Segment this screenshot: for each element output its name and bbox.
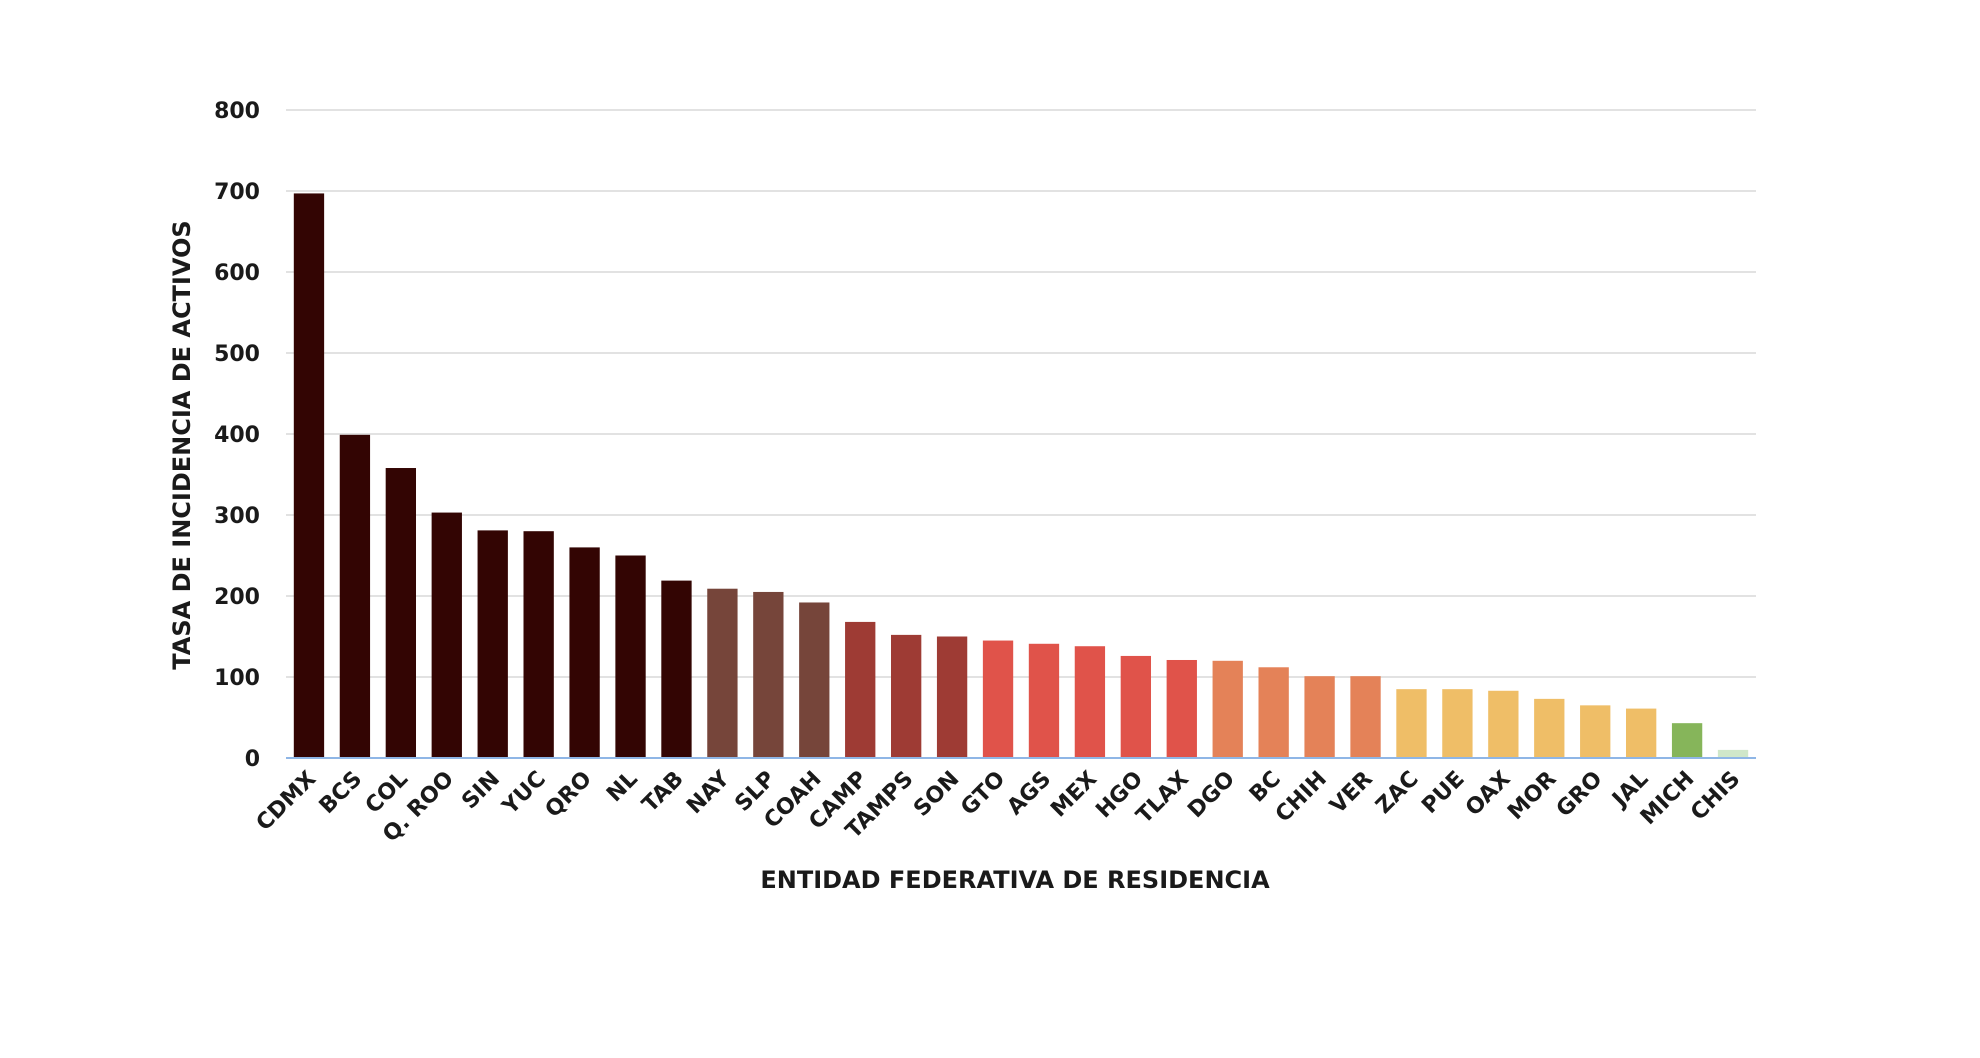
bar-gro xyxy=(1580,705,1611,758)
bar-tamps xyxy=(890,634,922,758)
x-tick-label: YUC xyxy=(497,767,551,821)
bar-mex xyxy=(1074,646,1106,758)
x-tick-label: ZAC xyxy=(1371,767,1423,819)
x-tick-label: SIN xyxy=(457,767,505,815)
x-tick-label: VER xyxy=(1325,767,1377,819)
y-axis-ticks: 0 100 200 300 400 500 600 700 800 xyxy=(214,99,260,772)
bar-chis xyxy=(1717,749,1749,758)
y-axis-title: TASA DE INCIDENCIA DE ACTIVOS xyxy=(168,220,196,669)
bar-pue xyxy=(1442,689,1473,758)
x-tick-label: CHIS xyxy=(1686,767,1745,826)
bar-camp xyxy=(845,621,876,758)
x-tick-label: SON xyxy=(909,767,964,822)
bar-zac xyxy=(1396,689,1427,758)
bar-ver xyxy=(1350,676,1381,758)
y-tick-label: 500 xyxy=(214,342,260,367)
bar-yuc xyxy=(523,531,554,758)
y-tick-label: 700 xyxy=(214,180,260,205)
bar-son xyxy=(936,636,968,758)
y-tick-label: 200 xyxy=(214,585,260,610)
x-tick-label: GRO xyxy=(1552,767,1608,823)
x-tick-label: GTO xyxy=(956,767,1010,821)
y-tick-label: 0 xyxy=(245,747,260,772)
x-tick-label: CDMX xyxy=(252,767,322,837)
bar-oax xyxy=(1488,690,1519,758)
bar-coah xyxy=(799,602,830,758)
bar-hgo xyxy=(1120,655,1152,758)
x-tick-label: AGS xyxy=(1003,767,1057,821)
x-tick-label: MEX xyxy=(1046,767,1102,823)
bar-chih xyxy=(1304,676,1335,758)
bar-mich xyxy=(1671,723,1703,758)
bar-slp xyxy=(753,591,784,758)
bar-dgo xyxy=(1212,660,1243,758)
bar-tab xyxy=(661,580,692,758)
x-axis-title: ENTIDAD FEDERATIVA DE RESIDENCIA xyxy=(760,866,1270,894)
bar-gto xyxy=(982,640,1014,758)
bar-jal xyxy=(1625,708,1657,758)
bar-cdmx xyxy=(293,193,325,758)
bar-q-roo xyxy=(431,512,462,758)
x-tick-label: MICH xyxy=(1636,767,1699,830)
y-tick-label: 600 xyxy=(214,261,260,286)
x-tick-label: NL xyxy=(602,767,643,808)
bar-bcs xyxy=(339,434,371,758)
x-tick-label: BCS xyxy=(315,767,367,819)
x-tick-label: DGO xyxy=(1183,767,1240,824)
y-tick-label: 100 xyxy=(214,666,260,691)
bar-nay xyxy=(707,588,738,758)
x-tick-label: TLAX xyxy=(1132,767,1194,829)
x-tick-label: TAB xyxy=(638,767,689,818)
bars xyxy=(293,193,1749,758)
bar-bc xyxy=(1258,667,1289,758)
y-tick-label: 400 xyxy=(214,423,260,448)
y-tick-label: 800 xyxy=(214,99,260,124)
x-tick-label: NAY xyxy=(682,766,735,819)
bar-col xyxy=(385,468,417,758)
x-tick-label: QRO xyxy=(541,767,597,823)
bar-ags xyxy=(1028,643,1060,758)
x-tick-label: PUE xyxy=(1417,767,1469,819)
x-tick-label: MOR xyxy=(1503,767,1561,825)
bar-qro xyxy=(569,547,600,758)
bar-nl xyxy=(615,555,646,758)
x-tick-label: CHIH xyxy=(1271,767,1332,828)
bar-tlax xyxy=(1166,659,1197,758)
bar-mor xyxy=(1534,698,1565,758)
y-tick-label: 300 xyxy=(214,504,260,529)
bar-sin xyxy=(477,530,508,758)
